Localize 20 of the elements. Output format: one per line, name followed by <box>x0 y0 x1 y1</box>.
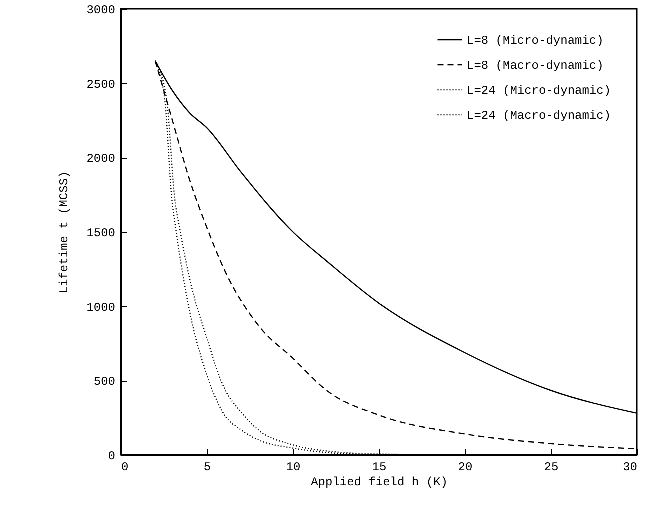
y-axis-title: Lifetime t (MCSS) <box>58 171 72 294</box>
legend-label: L=8 (Macro-dynamic) <box>467 59 604 73</box>
x-tick-label: 5 <box>204 460 212 474</box>
x-tick-label: 25 <box>544 460 559 474</box>
x-axis-title: Applied field h (K) <box>311 476 448 490</box>
x-tick-label: 0 <box>122 460 129 474</box>
x-tick-label: 10 <box>286 460 301 474</box>
y-tick-label: 0 <box>108 450 116 464</box>
x-tick-label: 30 <box>623 460 638 474</box>
x-tick-label: 20 <box>458 460 473 474</box>
legend-label: L=24 (Micro-dynamic) <box>467 84 612 98</box>
legend-label: L=24 (Macro-dynamic) <box>467 109 612 123</box>
y-tick-label: 500 <box>94 375 116 390</box>
legend-label: L=8 (Micro-dynamic) <box>467 34 604 48</box>
y-tick-label: 3000 <box>86 4 116 18</box>
y-tick-label: 1500 <box>86 226 116 240</box>
y-tick-label: 2000 <box>86 152 116 166</box>
x-tick-label: 15 <box>372 460 387 474</box>
y-tick-label: 2500 <box>86 78 116 92</box>
y-tick-label: 1000 <box>86 300 116 315</box>
